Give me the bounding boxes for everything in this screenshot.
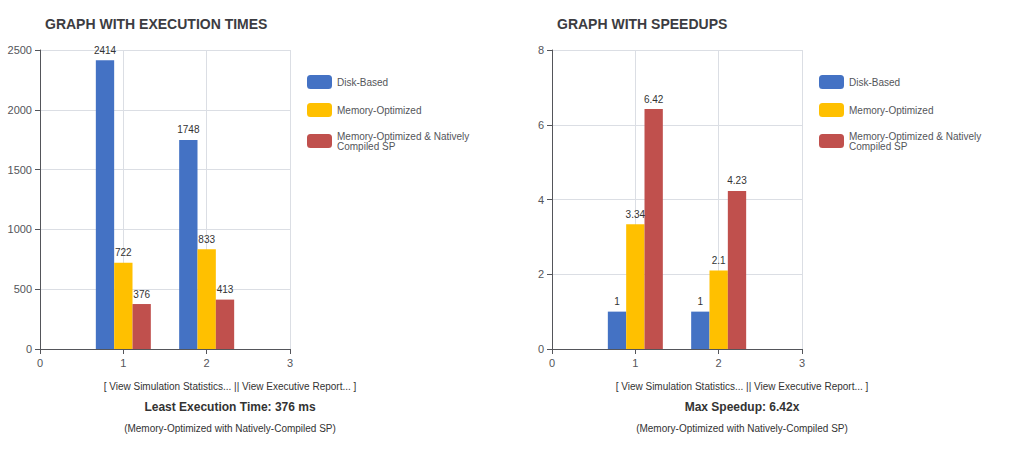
svg-text:833: 833 (198, 234, 215, 245)
svg-text:(Memory-Optimized with Nativel: (Memory-Optimized with Natively-Compiled… (124, 423, 336, 434)
svg-text:3: 3 (287, 357, 293, 369)
svg-text:0: 0 (538, 343, 544, 355)
svg-text:0: 0 (26, 343, 32, 355)
svg-text:2500: 2500 (8, 44, 32, 56)
svg-text:1: 1 (120, 357, 126, 369)
svg-text:GRAPH WITH EXECUTION TIMES: GRAPH WITH EXECUTION TIMES (45, 16, 267, 32)
svg-text:1500: 1500 (8, 164, 32, 176)
svg-text:3.34: 3.34 (626, 209, 646, 220)
svg-text:1000: 1000 (8, 223, 32, 235)
svg-text:Memory-Optimized & Natively: Memory-Optimized & Natively (849, 130, 982, 142)
svg-text:8: 8 (538, 44, 544, 56)
svg-text:376: 376 (133, 289, 150, 300)
svg-text:Max Speedup: 6.42x: Max Speedup: 6.42x (685, 400, 800, 414)
svg-text:3: 3 (799, 357, 805, 369)
svg-text:6: 6 (538, 119, 544, 131)
svg-text:2000: 2000 (8, 104, 32, 116)
svg-text:0: 0 (37, 357, 43, 369)
svg-text:[ View Simulation Statistics..: [ View Simulation Statistics... || View … (104, 381, 357, 392)
svg-text:Compiled SP: Compiled SP (337, 141, 396, 152)
svg-text:2: 2 (716, 357, 722, 369)
svg-text:Disk-Based: Disk-Based (337, 77, 388, 88)
svg-text:1: 1 (698, 296, 704, 307)
svg-text:Disk-Based: Disk-Based (849, 77, 900, 88)
svg-text:500: 500 (14, 283, 32, 295)
svg-text:(Memory-Optimized with Nativel: (Memory-Optimized with Natively-Compiled… (636, 423, 848, 434)
svg-text:Compiled SP: Compiled SP (849, 141, 908, 152)
svg-text:Memory-Optimized & Natively: Memory-Optimized & Natively (337, 130, 470, 142)
svg-text:4: 4 (538, 194, 544, 206)
svg-text:413: 413 (217, 284, 234, 295)
svg-text:2: 2 (538, 268, 544, 280)
svg-text:Least Execution Time: 376 ms: Least Execution Time: 376 ms (144, 400, 316, 414)
svg-text:Memory-Optimized: Memory-Optimized (337, 105, 421, 116)
svg-text:2414: 2414 (94, 45, 117, 56)
svg-text:4.23: 4.23 (727, 175, 747, 186)
svg-text:6.42: 6.42 (644, 94, 664, 105)
svg-text:0: 0 (549, 357, 555, 369)
svg-text:2.1: 2.1 (712, 255, 726, 266)
svg-text:722: 722 (115, 247, 132, 258)
svg-text:1: 1 (614, 296, 620, 307)
svg-text:GRAPH WITH SPEEDUPS: GRAPH WITH SPEEDUPS (557, 16, 727, 32)
svg-text:[ View Simulation Statistics..: [ View Simulation Statistics... || View … (616, 381, 869, 392)
svg-text:1748: 1748 (177, 124, 200, 135)
svg-text:Memory-Optimized: Memory-Optimized (849, 105, 933, 116)
svg-text:2: 2 (204, 357, 210, 369)
svg-text:1: 1 (632, 357, 638, 369)
